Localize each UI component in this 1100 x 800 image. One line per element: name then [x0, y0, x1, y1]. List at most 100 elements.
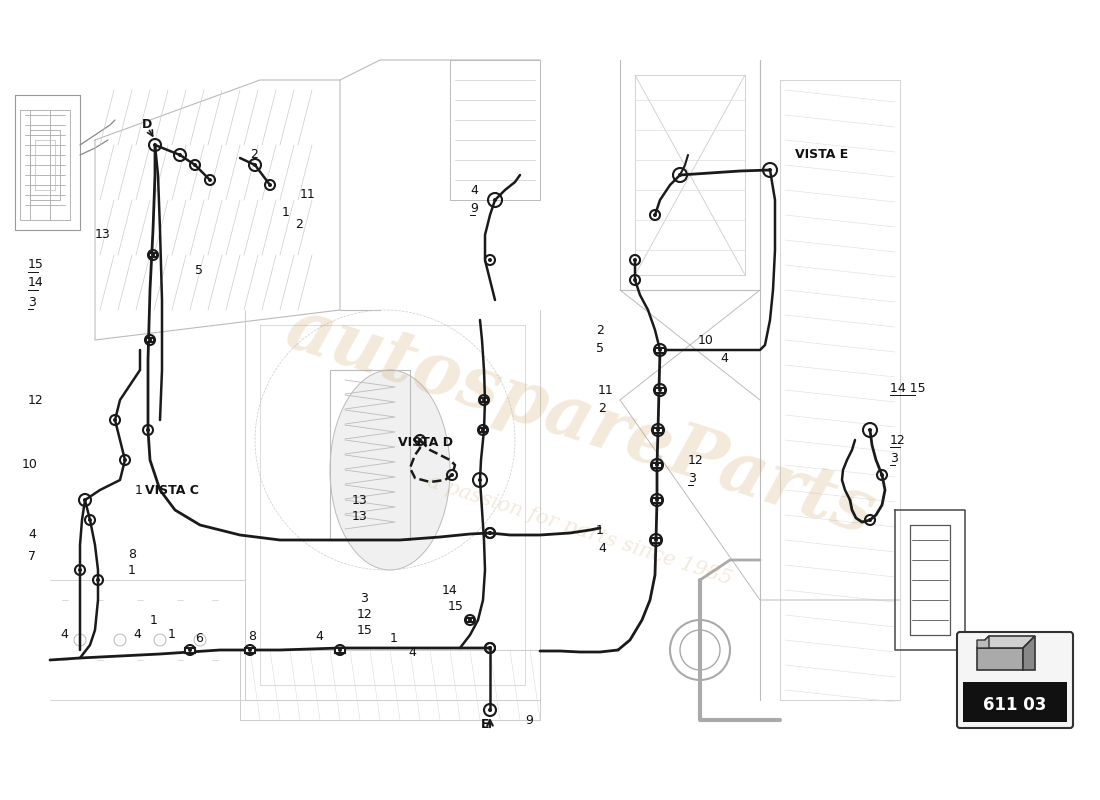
Circle shape [78, 568, 82, 572]
Text: 611 03: 611 03 [983, 695, 1047, 714]
Text: 5: 5 [596, 342, 604, 354]
Circle shape [478, 478, 482, 482]
Bar [480, 398, 488, 402]
Text: 14 15: 14 15 [890, 382, 925, 394]
Bar [148, 253, 157, 257]
Text: VISTA E: VISTA E [795, 149, 848, 162]
Circle shape [658, 348, 662, 352]
Circle shape [208, 178, 212, 182]
Text: 8: 8 [248, 630, 256, 642]
Circle shape [768, 168, 772, 172]
Text: 14: 14 [442, 583, 458, 597]
Circle shape [868, 428, 872, 432]
Text: 4: 4 [133, 629, 141, 642]
Bar [245, 647, 255, 653]
Text: 8: 8 [128, 549, 136, 562]
Text: 12: 12 [358, 607, 373, 621]
Text: 4: 4 [315, 630, 323, 642]
Text: 4: 4 [28, 529, 36, 542]
Circle shape [418, 438, 422, 442]
Circle shape [96, 578, 100, 582]
Circle shape [148, 338, 152, 342]
Circle shape [632, 258, 637, 262]
Text: 1: 1 [150, 614, 158, 626]
Circle shape [88, 518, 92, 522]
Text: 15: 15 [448, 599, 464, 613]
Text: 3: 3 [688, 471, 696, 485]
Bar [466, 618, 474, 622]
Bar [478, 428, 487, 432]
Text: 11: 11 [300, 189, 316, 202]
Text: 1: 1 [282, 206, 290, 218]
Circle shape [151, 253, 155, 257]
Bar [654, 387, 666, 393]
Text: E: E [481, 718, 490, 730]
Text: 4: 4 [470, 183, 477, 197]
Circle shape [654, 498, 659, 502]
Text: 2: 2 [250, 149, 257, 162]
Text: 1: 1 [390, 631, 398, 645]
Bar [651, 538, 661, 542]
Text: 4: 4 [408, 646, 416, 658]
Circle shape [658, 388, 662, 392]
Circle shape [248, 648, 252, 652]
Circle shape [192, 163, 197, 167]
Text: 4: 4 [60, 629, 68, 642]
Circle shape [178, 153, 182, 157]
Text: VISTA D: VISTA D [398, 435, 453, 449]
Circle shape [654, 463, 659, 467]
Circle shape [268, 183, 272, 187]
Text: 15: 15 [358, 623, 373, 637]
Circle shape [482, 398, 486, 402]
Text: 9: 9 [525, 714, 532, 726]
Text: a passion for parts since 1985: a passion for parts since 1985 [426, 472, 735, 588]
Bar [146, 338, 154, 342]
Text: 1: 1 [128, 565, 136, 578]
Circle shape [153, 143, 157, 147]
Bar [977, 648, 1023, 670]
Bar [654, 347, 666, 353]
Circle shape [488, 646, 492, 650]
Circle shape [653, 213, 657, 217]
Text: 13: 13 [352, 510, 367, 522]
FancyBboxPatch shape [957, 632, 1072, 728]
Circle shape [488, 531, 492, 535]
Text: 3: 3 [890, 451, 898, 465]
Circle shape [488, 258, 492, 262]
Circle shape [656, 428, 660, 432]
Text: VISTA C: VISTA C [145, 483, 199, 497]
Circle shape [678, 173, 682, 177]
Text: 7: 7 [28, 550, 36, 562]
Text: 1: 1 [168, 627, 176, 641]
Text: 10: 10 [22, 458, 37, 471]
Text: 2: 2 [598, 402, 606, 414]
Text: 5: 5 [195, 263, 204, 277]
Circle shape [146, 428, 150, 432]
Text: 3: 3 [28, 295, 36, 309]
Text: 9: 9 [470, 202, 477, 214]
Text: 4: 4 [598, 542, 606, 554]
Circle shape [632, 278, 637, 282]
Circle shape [488, 531, 492, 535]
Text: 12: 12 [890, 434, 905, 446]
Circle shape [488, 646, 492, 650]
Circle shape [481, 428, 485, 432]
Circle shape [488, 708, 492, 712]
Circle shape [188, 648, 192, 652]
Bar [962, 682, 1067, 722]
Circle shape [82, 498, 87, 502]
Text: 3: 3 [360, 591, 367, 605]
Text: 13: 13 [352, 494, 367, 506]
Circle shape [123, 458, 126, 462]
Bar [653, 427, 663, 433]
Circle shape [468, 618, 472, 622]
Text: 1: 1 [135, 483, 143, 497]
Ellipse shape [330, 370, 450, 570]
Bar [652, 462, 662, 467]
Bar [652, 498, 662, 502]
Text: autospareParts: autospareParts [277, 291, 883, 549]
Text: 14: 14 [28, 277, 44, 290]
Circle shape [338, 648, 342, 652]
Text: 12: 12 [28, 394, 44, 406]
Text: 10: 10 [698, 334, 714, 346]
